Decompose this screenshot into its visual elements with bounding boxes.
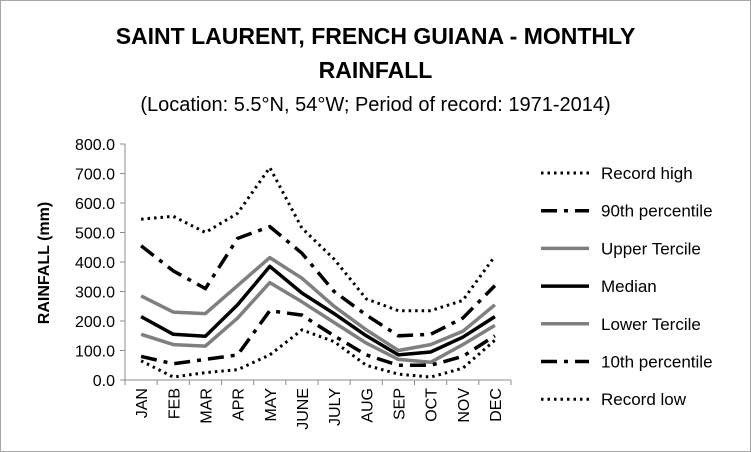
x-tick-label: DEC (488, 388, 505, 422)
legend-label: 90th percentile (601, 202, 713, 221)
chart-title-line-2: RAINFALL (318, 57, 433, 83)
x-tick-label: MAY (263, 388, 280, 422)
y-tick-label: 0.0 (93, 373, 115, 390)
x-tick-label: JAN (134, 388, 151, 418)
y-tick-label: 500.0 (75, 226, 115, 243)
series-line-upper-tercile (140, 255, 497, 353)
chart-subtitle: (Location: 5.5°N, 54°W; Period of record… (140, 94, 611, 116)
y-tick-label: 200.0 (75, 314, 115, 331)
series-line-10th-percentile (140, 308, 496, 368)
x-tick-label: OCT (424, 388, 441, 422)
legend-label: Lower Tercile (601, 315, 701, 334)
y-tick-label: 700.0 (75, 167, 115, 184)
y-axis-title: RAINFALL (mm) (36, 202, 53, 324)
x-tick-label: JUNE (295, 388, 312, 430)
y-tick-label: 600.0 (75, 196, 115, 213)
legend-label: 10th percentile (601, 353, 713, 372)
y-tick-label: 300.0 (75, 285, 115, 302)
x-tick-label: JULY (327, 388, 344, 426)
x-tick-label: SEP (391, 388, 408, 420)
legend-label: Record low (601, 390, 687, 409)
series-line-median (140, 264, 496, 357)
series-line-90th-percentile (140, 224, 497, 338)
legend-label: Median (601, 277, 657, 296)
legend-label: Record high (601, 164, 693, 183)
chart-title-line-1: SAINT LAURENT, FRENCH GUIANA - MONTHLY (115, 23, 636, 49)
y-tick-label: 800.0 (75, 137, 115, 154)
legend-label: Upper Tercile (601, 239, 701, 258)
x-tick-label: MAR (198, 388, 215, 424)
y-tick-label: 400.0 (75, 255, 115, 272)
series-line-lower-tercile (140, 280, 496, 365)
series-line-record-high (140, 164, 497, 313)
y-tick-label: 100.0 (75, 344, 115, 361)
x-tick-label: FEB (166, 388, 183, 419)
x-tick-label: NOV (456, 388, 473, 423)
x-tick-label: AUG (359, 388, 376, 423)
x-tick-label: APR (231, 388, 248, 421)
